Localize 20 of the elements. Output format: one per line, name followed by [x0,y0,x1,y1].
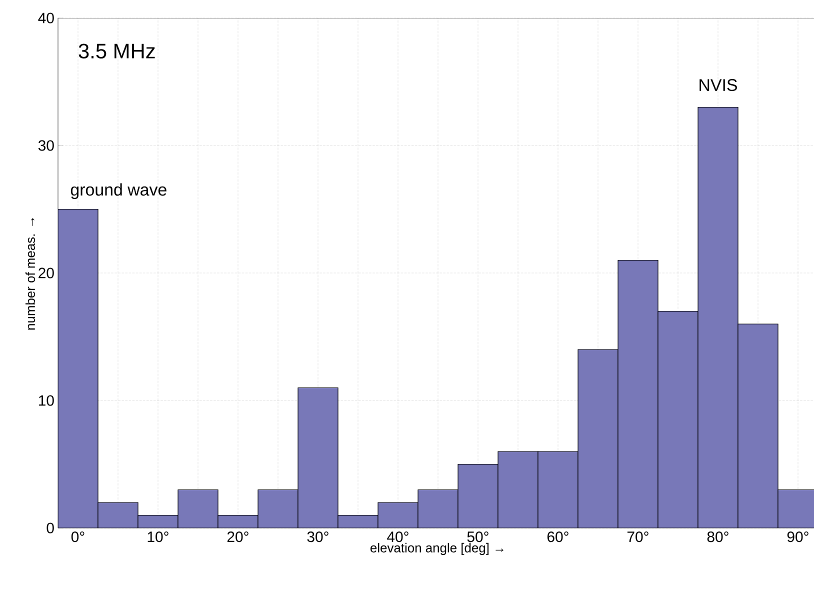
annotation: 3.5 MHz [78,44,155,59]
y-tick-label: 20 [38,268,54,278]
x-tick-label: 10° [148,532,168,542]
x-tick-label: 0° [71,532,84,542]
x-tick-label: 90° [787,532,808,542]
x-axis-title: elevation angle [deg] → [370,542,504,556]
x-tick-label: 30° [307,532,328,542]
y-tick-label: 40 [38,12,54,24]
x-tick-label: 40° [387,532,408,542]
x-tick-label: 80° [707,532,728,542]
x-tick-label: 60° [547,532,568,542]
y-tick-label: 30 [38,140,54,151]
annotation: NVIS [700,79,737,92]
x-tick-label: 70° [627,532,648,542]
annotation: ground wave [70,183,166,200]
y-tick-label: 10 [39,395,54,406]
y-axis-title: number of meas. → [26,218,36,330]
x-tick-label: 50° [467,532,488,542]
y-tick-label: 0 [46,522,54,534]
x-tick-label: 20° [227,532,248,542]
